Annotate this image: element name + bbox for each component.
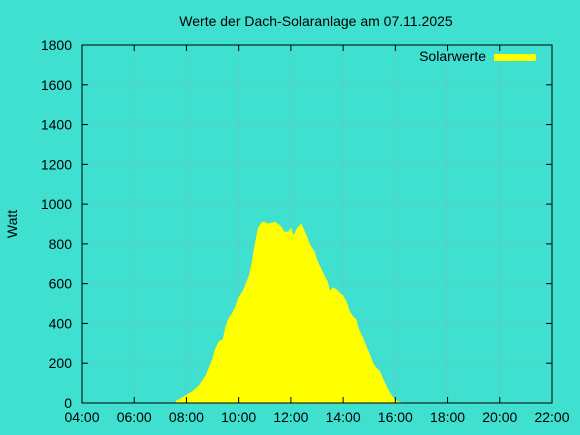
x-tick-label: 12:00 <box>273 409 308 425</box>
y-tick-label: 800 <box>49 236 73 252</box>
series-area <box>175 221 404 404</box>
plot-border <box>81 44 553 404</box>
y-axis-ticks: 0 200 400 600 800 1000 1200 1400 1600 1800 <box>41 37 552 411</box>
y-tick-label: 1800 <box>41 37 72 53</box>
x-tick-label: 22:00 <box>534 409 569 425</box>
x-tick-label: 14:00 <box>326 409 361 425</box>
axes <box>81 44 553 404</box>
legend-label: Solarwerte <box>419 48 486 64</box>
y-tick-label: 0 <box>64 395 72 411</box>
y-tick-label: 400 <box>49 315 73 331</box>
y-tick-label: 1000 <box>41 196 72 212</box>
y-tick-label: 1200 <box>41 156 72 172</box>
y-tick-label: 1600 <box>41 77 72 93</box>
chart-title: Werte der Dach-Solaranlage am 07.11.2025 <box>179 13 453 29</box>
y-axis-label: Watt <box>4 210 20 238</box>
plot-area <box>175 221 404 404</box>
x-tick-label: 16:00 <box>378 409 413 425</box>
y-tick-label: 1400 <box>41 117 72 133</box>
x-tick-label: 20:00 <box>482 409 517 425</box>
x-axis-ticks: 04:00 06:00 08:00 10:00 12:00 14:00 16:00 18:00… <box>64 45 570 425</box>
legend: Solarwerte <box>419 48 536 64</box>
x-tick-label: 08:00 <box>169 409 204 425</box>
x-tick-label: 06:00 <box>117 409 152 425</box>
x-tick-label: 10:00 <box>221 409 256 425</box>
y-tick-label: 600 <box>49 276 73 292</box>
legend-swatch <box>494 54 536 61</box>
x-tick-label: 18:00 <box>430 409 465 425</box>
x-tick-label: 04:00 <box>64 409 99 425</box>
y-tick-label: 200 <box>49 355 73 371</box>
